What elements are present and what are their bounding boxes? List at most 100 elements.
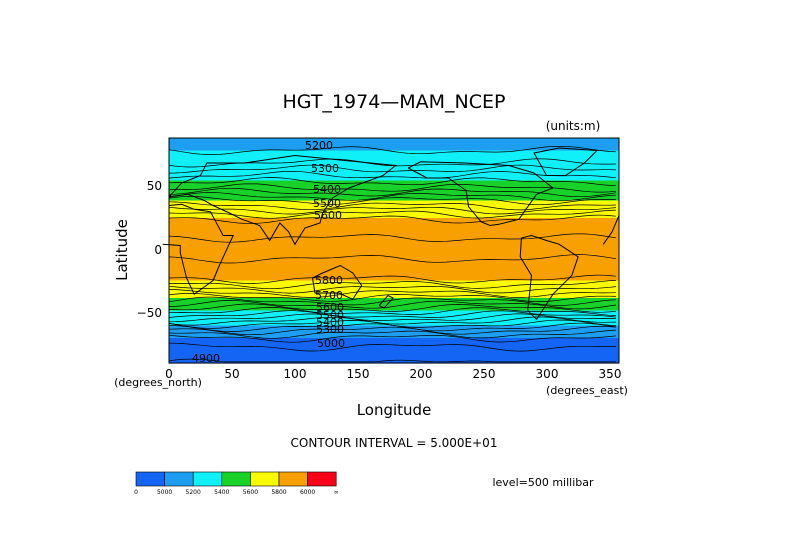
y-axis: 50 0 −50 (degrees_north) Latitude — [113, 179, 202, 389]
color-band — [169, 313, 619, 317]
color-band — [169, 323, 619, 327]
contour-label: 5400 — [316, 316, 344, 329]
contour-line — [168, 316, 616, 326]
color-band — [169, 250, 619, 254]
color-band — [169, 283, 619, 287]
x-axis: 0 50 100 150 200 250 300 350 (degrees_ea… — [165, 367, 628, 419]
color-band — [169, 355, 619, 359]
contour-line — [168, 209, 616, 219]
color-band — [169, 328, 619, 332]
contour-label: 5300 — [311, 162, 339, 175]
contour-line — [168, 170, 616, 179]
contour-line — [168, 329, 616, 339]
color-band — [169, 245, 619, 249]
contour-label: 5600 — [316, 301, 344, 314]
color-band — [169, 350, 619, 354]
colorbar: 0 5000 5200 5400 5600 5800 6000 ∞ — [134, 471, 339, 496]
contour-line — [168, 285, 616, 294]
colorbar-swatch — [250, 471, 280, 487]
color-band — [169, 215, 619, 219]
x-tick-label: 200 — [410, 367, 433, 381]
color-band — [169, 238, 619, 242]
color-band — [169, 333, 619, 337]
contour-line — [168, 303, 616, 313]
color-band — [169, 343, 619, 347]
color-band — [169, 263, 619, 267]
contour-line — [168, 310, 616, 318]
contour-label: 5800 — [315, 274, 343, 287]
units-label: (units:m) — [546, 119, 601, 133]
contour-label: 5500 — [316, 309, 344, 322]
color-band — [169, 218, 619, 222]
color-band — [169, 308, 619, 312]
color-band — [169, 145, 619, 149]
color-band — [169, 303, 619, 307]
color-band — [169, 348, 619, 352]
contour-line — [168, 296, 616, 306]
color-band — [169, 260, 619, 264]
color-band — [169, 265, 619, 269]
contour-line — [168, 342, 616, 352]
contour-line — [168, 196, 616, 206]
contour-line — [168, 214, 616, 224]
color-band — [169, 240, 619, 244]
coastlines — [162, 147, 620, 321]
y-tick-label: 0 — [154, 243, 162, 257]
color-band — [169, 273, 619, 277]
color-band — [169, 288, 619, 292]
coastline — [312, 264, 363, 300]
color-band — [169, 205, 619, 209]
contour-line — [168, 274, 616, 284]
contour-line — [168, 358, 616, 363]
color-band — [169, 278, 619, 282]
x-tick-label: 150 — [347, 367, 370, 381]
chart-title: HGT_1974—MAM_NCEP — [282, 91, 505, 113]
contour-line — [168, 293, 616, 302]
color-band — [169, 358, 619, 362]
color-band — [169, 160, 619, 164]
color-band — [169, 140, 619, 144]
color-band — [169, 208, 619, 212]
color-band — [169, 178, 619, 182]
color-band — [169, 270, 619, 274]
color-band — [169, 243, 619, 247]
color-bands — [169, 138, 619, 364]
color-band — [169, 228, 619, 232]
map-area — [162, 137, 620, 364]
x-tick-label: 350 — [599, 367, 622, 381]
color-band — [169, 155, 619, 159]
y-unit-label: (degrees_north) — [114, 376, 202, 389]
contour-line — [168, 233, 616, 243]
contour-line — [168, 313, 616, 323]
colorbar-label: 5000 — [157, 489, 172, 496]
x-tick-label: 300 — [536, 367, 559, 381]
contour-line — [168, 334, 616, 343]
contour-label: 5300 — [316, 323, 344, 336]
y-tick-label: 50 — [147, 179, 162, 193]
contour-line — [168, 289, 616, 298]
contour-line — [168, 319, 616, 329]
color-band — [169, 318, 619, 322]
contour-line — [168, 300, 616, 310]
colorbar-swatch — [164, 471, 194, 487]
coastline — [407, 161, 554, 227]
color-band — [169, 230, 619, 234]
contour-line — [168, 254, 616, 264]
color-band — [169, 158, 619, 162]
color-band — [169, 148, 619, 152]
color-band — [169, 188, 619, 192]
contour-line — [168, 177, 616, 187]
colorbar-swatch — [192, 471, 223, 487]
color-band — [169, 300, 619, 304]
contour-line — [168, 201, 616, 211]
color-band — [169, 338, 619, 342]
contour-line — [168, 183, 616, 193]
x-axis-title: Longitude — [357, 401, 432, 419]
coastline — [168, 154, 397, 246]
contour-label: 5000 — [317, 337, 345, 350]
color-band — [169, 258, 619, 262]
contour-line — [168, 280, 616, 290]
colorbar-label: ∞ — [334, 489, 339, 496]
color-band — [169, 305, 619, 309]
color-band — [169, 235, 619, 239]
